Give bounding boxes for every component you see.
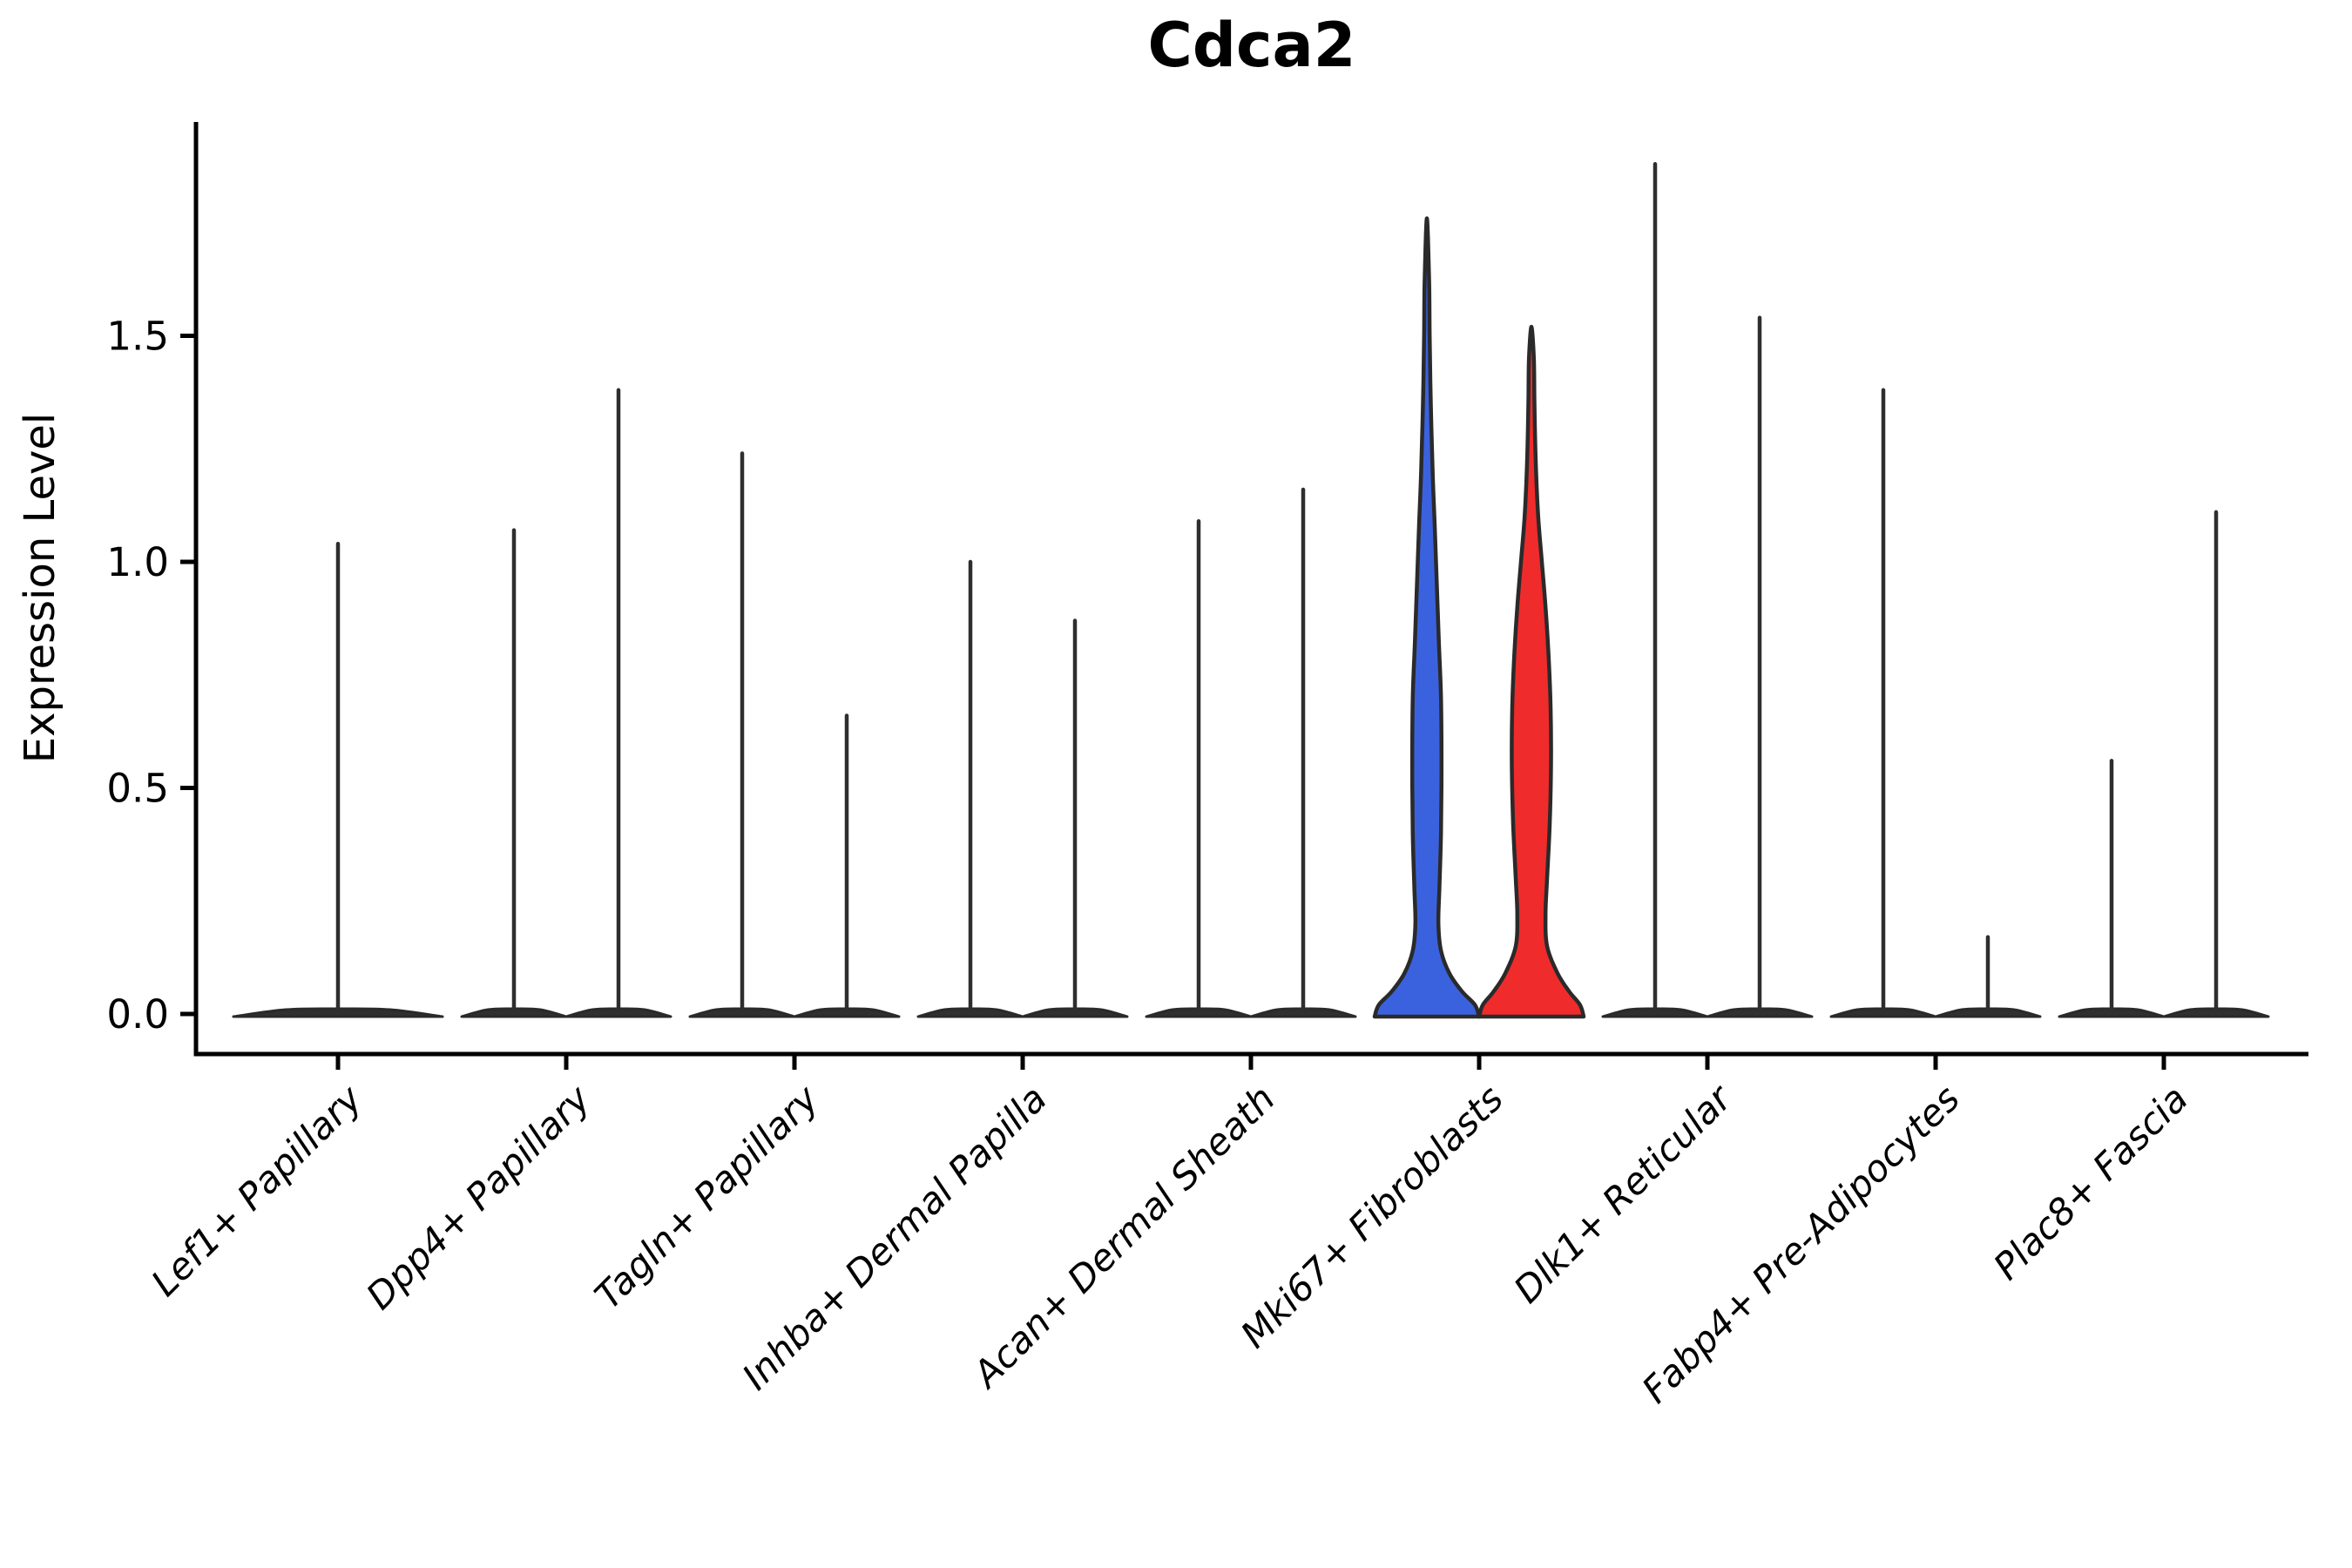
- y-axis-label: Expression Level: [16, 413, 64, 764]
- violin-right-5: [1477, 324, 1586, 1019]
- y-tick-label: 1.5: [106, 314, 169, 360]
- violin-left-5: [1372, 216, 1482, 1019]
- violins-layer: [232, 162, 2270, 1019]
- chart-title: Cdca2: [1148, 10, 1356, 81]
- x-tick-label: Mki67+ Fibroblasts: [1233, 1077, 1511, 1355]
- y-tick-label: 0.0: [106, 991, 169, 1037]
- x-tick-label: Plac8+ Fascia: [1985, 1077, 2196, 1288]
- y-tick-label: 1.0: [106, 539, 169, 585]
- x-tick-label: Tagln+ Papillary: [586, 1077, 828, 1318]
- axes-layer: [180, 122, 2308, 1070]
- x-tick-label: Lef1+ Papillary: [143, 1077, 371, 1305]
- x-tick-label: Dpp4+ Papillary: [358, 1077, 599, 1318]
- x-tick-label: Dlk1+ Reticular: [1505, 1075, 1741, 1311]
- y-tick-label: 0.5: [106, 766, 169, 812]
